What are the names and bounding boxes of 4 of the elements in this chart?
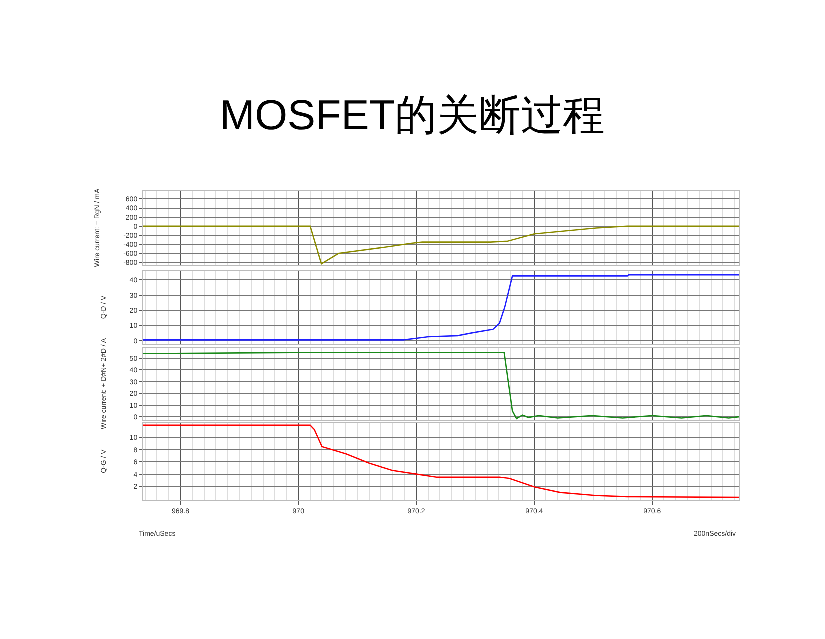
chart-title: MOSFET的关断过程: [220, 92, 605, 139]
line-series: [143, 274, 739, 341]
line-series: [143, 226, 739, 265]
line-series: [143, 352, 739, 420]
